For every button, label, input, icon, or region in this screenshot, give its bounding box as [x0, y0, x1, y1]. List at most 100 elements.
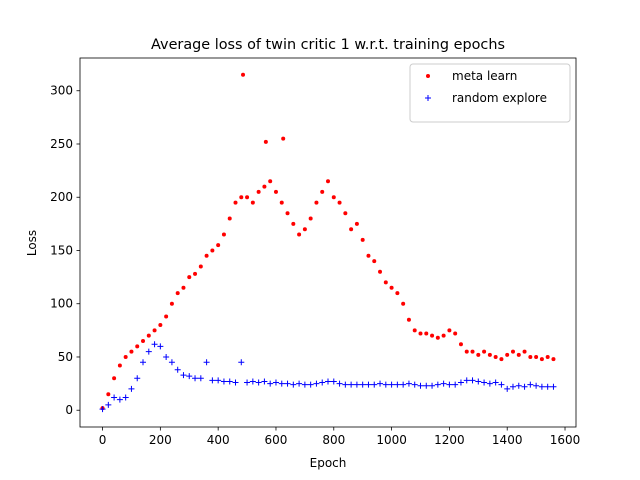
plus-marker: [486, 380, 493, 387]
plus-marker: [301, 381, 308, 388]
dot-marker: [401, 301, 406, 306]
plus-marker: [377, 380, 384, 387]
dot-marker: [273, 189, 278, 194]
dot-marker: [239, 195, 244, 200]
dot-marker: [493, 354, 498, 359]
plus-marker: [452, 381, 459, 388]
plus-marker: [134, 375, 141, 382]
plus-marker: [457, 379, 464, 386]
dot-marker: [418, 331, 423, 336]
plus-marker: [434, 381, 441, 388]
y-tick-label: 100: [50, 297, 73, 311]
plus-marker: [365, 381, 372, 388]
dot-marker: [216, 243, 221, 248]
x-tick-label: 1200: [434, 433, 465, 447]
dot-marker: [279, 200, 284, 205]
dot-marker: [146, 333, 151, 338]
plus-marker: [342, 381, 349, 388]
y-axis-label: Loss: [25, 230, 39, 256]
dot-marker: [482, 349, 487, 354]
dot-marker: [233, 200, 238, 205]
plus-marker: [417, 382, 424, 389]
dot-marker: [129, 349, 134, 354]
plus-marker: [192, 375, 199, 382]
dot-marker: [297, 232, 302, 237]
x-tick-label: 600: [265, 433, 288, 447]
dot-marker: [158, 323, 163, 328]
dot-marker: [389, 285, 394, 290]
plus-marker: [371, 381, 378, 388]
dot-marker: [551, 357, 556, 362]
plus-marker: [261, 378, 268, 385]
plus-marker: [209, 377, 216, 384]
x-axis-label: Epoch: [310, 456, 347, 470]
dot-marker: [241, 72, 246, 77]
y-tick-label: 50: [58, 350, 73, 364]
plus-marker: [168, 359, 175, 366]
plus-marker: [521, 383, 528, 390]
y-tick-label: 300: [50, 84, 73, 98]
plus-marker: [325, 378, 331, 385]
plus-marker: [284, 380, 291, 387]
plus-marker: [463, 377, 470, 384]
plus-marker: [180, 372, 187, 379]
dot-marker: [285, 211, 290, 216]
dot-marker: [262, 184, 267, 189]
dot-marker: [198, 264, 203, 269]
x-tick-label: 1600: [550, 433, 581, 447]
chart-title: Average loss of twin critic 1 w.r.t. tra…: [151, 37, 505, 53]
plus-marker: [388, 381, 395, 388]
dot-marker: [169, 301, 174, 306]
dot-marker: [441, 333, 446, 338]
dot-marker: [308, 216, 313, 221]
dot-marker: [430, 333, 435, 338]
plus-marker: [382, 381, 389, 388]
plus-marker: [226, 378, 233, 385]
plus-marker: [359, 381, 366, 388]
dot-marker: [117, 363, 122, 368]
legend-label: random explore: [452, 91, 547, 105]
plus-marker: [186, 373, 193, 380]
plus-marker: [400, 381, 407, 388]
plus-marker: [267, 380, 274, 387]
plus-marker: [116, 396, 123, 403]
dot-marker: [464, 349, 469, 354]
plus-marker: [319, 379, 326, 386]
plus-marker: [330, 378, 337, 385]
plus-marker: [348, 381, 355, 388]
dot-marker: [528, 354, 533, 359]
dot-marker: [487, 352, 492, 357]
plus-marker: [163, 353, 170, 360]
plus-marker: [99, 406, 106, 413]
y-tick-label: 0: [65, 403, 73, 417]
plus-marker: [504, 385, 511, 392]
plus-marker: [140, 359, 147, 366]
plus-marker: [405, 380, 412, 387]
dot-marker: [337, 200, 342, 205]
plus-marker: [550, 383, 557, 390]
x-tick-label: 800: [322, 433, 345, 447]
dot-marker: [175, 291, 180, 296]
plus-marker: [475, 378, 482, 385]
y-tick-label: 200: [50, 190, 73, 204]
x-tick-label: 1400: [492, 433, 523, 447]
dot-marker: [505, 352, 510, 357]
plus-marker: [411, 381, 418, 388]
plus-marker: [151, 341, 158, 348]
dot-marker: [141, 339, 146, 344]
plus-marker: [527, 381, 534, 388]
plus-marker: [423, 382, 430, 389]
dot-marker: [343, 211, 348, 216]
plot-frame: [79, 57, 577, 428]
dot-marker: [135, 344, 140, 349]
dot-marker: [268, 179, 273, 184]
dot-marker: [366, 253, 371, 258]
plus-marker: [255, 379, 262, 386]
dot-marker: [499, 357, 504, 362]
dot-marker: [204, 253, 209, 258]
plus-marker: [515, 382, 522, 389]
dot-marker: [123, 354, 128, 359]
x-tick-label: 0: [99, 433, 107, 447]
plus-marker: [249, 378, 256, 385]
dot-marker: [187, 275, 192, 280]
